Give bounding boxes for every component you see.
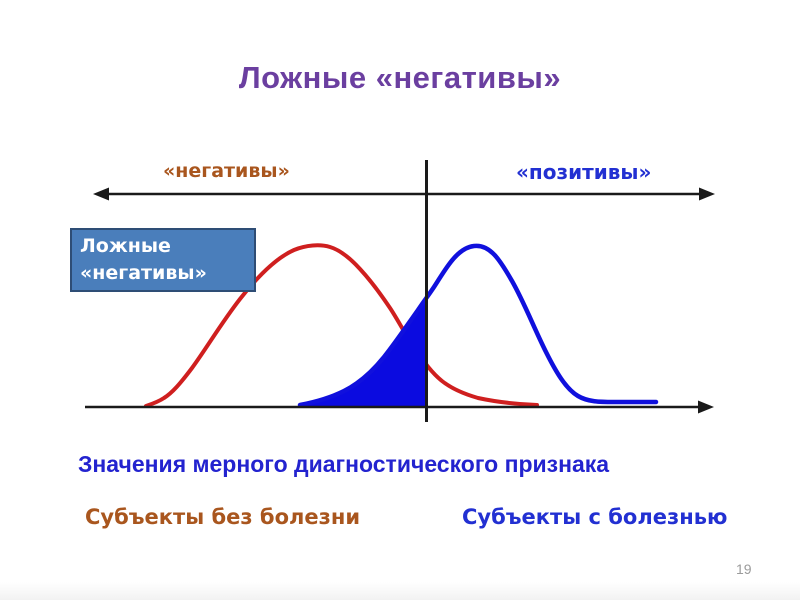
page-title: Ложные «негативы» xyxy=(238,60,562,95)
top-range-arrow-right-head xyxy=(699,187,715,201)
positives-range-label: «позитивы» xyxy=(516,160,652,184)
false-negative-area xyxy=(300,298,426,406)
legend-healthy-subjects: Субъекты без болезни xyxy=(85,505,361,529)
false-negatives-callout: Ложные «негативы» xyxy=(70,228,256,292)
x-axis-caption: Значения мерного диагностического призна… xyxy=(78,451,610,477)
negatives-range-label: «негативы» xyxy=(163,160,290,182)
page-number: 19 xyxy=(736,561,752,577)
x-axis-arrowhead xyxy=(698,400,714,414)
legend-diseased-subjects: Субъекты с болезнью xyxy=(462,505,728,529)
diseased-distribution-curve xyxy=(297,243,659,408)
top-range-arrow-left-head xyxy=(93,187,109,201)
healthy-distribution-curve xyxy=(144,243,539,408)
